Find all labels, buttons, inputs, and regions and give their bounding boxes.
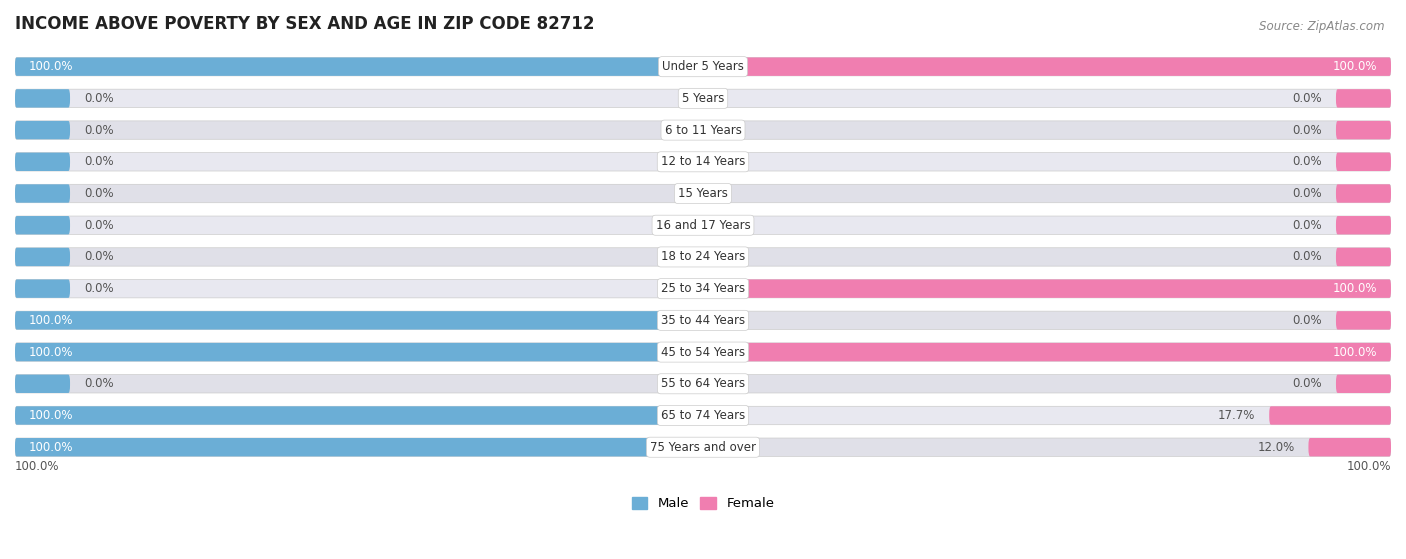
Text: 100.0%: 100.0% (1333, 60, 1378, 73)
Text: 45 to 54 Years: 45 to 54 Years (661, 345, 745, 358)
FancyBboxPatch shape (15, 58, 1391, 76)
Text: 0.0%: 0.0% (84, 124, 114, 136)
FancyBboxPatch shape (1336, 184, 1391, 203)
FancyBboxPatch shape (15, 153, 70, 171)
Text: 15 Years: 15 Years (678, 187, 728, 200)
Text: 0.0%: 0.0% (1292, 155, 1322, 168)
FancyBboxPatch shape (703, 58, 1391, 76)
Text: 100.0%: 100.0% (1347, 461, 1391, 473)
Text: 0.0%: 0.0% (1292, 187, 1322, 200)
Text: 18 to 24 Years: 18 to 24 Years (661, 250, 745, 263)
Text: 0.0%: 0.0% (1292, 377, 1322, 390)
Text: 12.0%: 12.0% (1257, 440, 1295, 454)
FancyBboxPatch shape (15, 153, 1391, 171)
Text: 0.0%: 0.0% (84, 282, 114, 295)
FancyBboxPatch shape (1336, 89, 1391, 107)
Text: 0.0%: 0.0% (1292, 92, 1322, 105)
FancyBboxPatch shape (1336, 153, 1391, 171)
Text: 0.0%: 0.0% (1292, 314, 1322, 327)
Text: Source: ZipAtlas.com: Source: ZipAtlas.com (1260, 20, 1385, 32)
FancyBboxPatch shape (15, 406, 1391, 425)
FancyBboxPatch shape (15, 89, 70, 107)
FancyBboxPatch shape (15, 184, 1391, 203)
Text: INCOME ABOVE POVERTY BY SEX AND AGE IN ZIP CODE 82712: INCOME ABOVE POVERTY BY SEX AND AGE IN Z… (15, 15, 595, 33)
Text: 100.0%: 100.0% (28, 60, 73, 73)
Text: 100.0%: 100.0% (28, 440, 73, 454)
FancyBboxPatch shape (15, 184, 70, 203)
FancyBboxPatch shape (15, 248, 1391, 266)
Text: 0.0%: 0.0% (1292, 219, 1322, 232)
Text: 0.0%: 0.0% (84, 250, 114, 263)
FancyBboxPatch shape (15, 121, 70, 139)
Text: 100.0%: 100.0% (28, 314, 73, 327)
FancyBboxPatch shape (15, 58, 703, 76)
FancyBboxPatch shape (15, 343, 703, 361)
FancyBboxPatch shape (1336, 375, 1391, 393)
FancyBboxPatch shape (703, 280, 1391, 298)
FancyBboxPatch shape (1336, 248, 1391, 266)
FancyBboxPatch shape (15, 280, 70, 298)
Text: 0.0%: 0.0% (84, 377, 114, 390)
FancyBboxPatch shape (15, 216, 70, 234)
Text: 35 to 44 Years: 35 to 44 Years (661, 314, 745, 327)
Text: 0.0%: 0.0% (84, 187, 114, 200)
FancyBboxPatch shape (15, 343, 1391, 361)
Text: 0.0%: 0.0% (1292, 124, 1322, 136)
FancyBboxPatch shape (1336, 311, 1391, 330)
Text: 65 to 74 Years: 65 to 74 Years (661, 409, 745, 422)
FancyBboxPatch shape (15, 311, 703, 330)
FancyBboxPatch shape (1336, 216, 1391, 234)
FancyBboxPatch shape (1270, 406, 1391, 425)
FancyBboxPatch shape (15, 438, 1391, 456)
Text: Under 5 Years: Under 5 Years (662, 60, 744, 73)
FancyBboxPatch shape (703, 343, 1391, 361)
Text: 100.0%: 100.0% (1333, 282, 1378, 295)
Text: 100.0%: 100.0% (28, 345, 73, 358)
FancyBboxPatch shape (15, 216, 1391, 234)
FancyBboxPatch shape (1336, 121, 1391, 139)
FancyBboxPatch shape (15, 406, 703, 425)
Text: 75 Years and over: 75 Years and over (650, 440, 756, 454)
FancyBboxPatch shape (15, 311, 1391, 330)
Text: 5 Years: 5 Years (682, 92, 724, 105)
Legend: Male, Female: Male, Female (626, 492, 780, 516)
FancyBboxPatch shape (15, 280, 1391, 298)
Text: 16 and 17 Years: 16 and 17 Years (655, 219, 751, 232)
Text: 17.7%: 17.7% (1218, 409, 1256, 422)
Text: 0.0%: 0.0% (1292, 250, 1322, 263)
FancyBboxPatch shape (15, 375, 1391, 393)
Text: 100.0%: 100.0% (1333, 345, 1378, 358)
FancyBboxPatch shape (1309, 438, 1391, 456)
Text: 55 to 64 Years: 55 to 64 Years (661, 377, 745, 390)
Text: 0.0%: 0.0% (84, 155, 114, 168)
FancyBboxPatch shape (15, 89, 1391, 107)
FancyBboxPatch shape (15, 438, 703, 456)
Text: 25 to 34 Years: 25 to 34 Years (661, 282, 745, 295)
Text: 6 to 11 Years: 6 to 11 Years (665, 124, 741, 136)
Text: 100.0%: 100.0% (15, 461, 59, 473)
Text: 12 to 14 Years: 12 to 14 Years (661, 155, 745, 168)
Text: 100.0%: 100.0% (28, 409, 73, 422)
FancyBboxPatch shape (15, 121, 1391, 139)
FancyBboxPatch shape (15, 248, 70, 266)
Text: 0.0%: 0.0% (84, 219, 114, 232)
Text: 0.0%: 0.0% (84, 92, 114, 105)
FancyBboxPatch shape (15, 375, 70, 393)
